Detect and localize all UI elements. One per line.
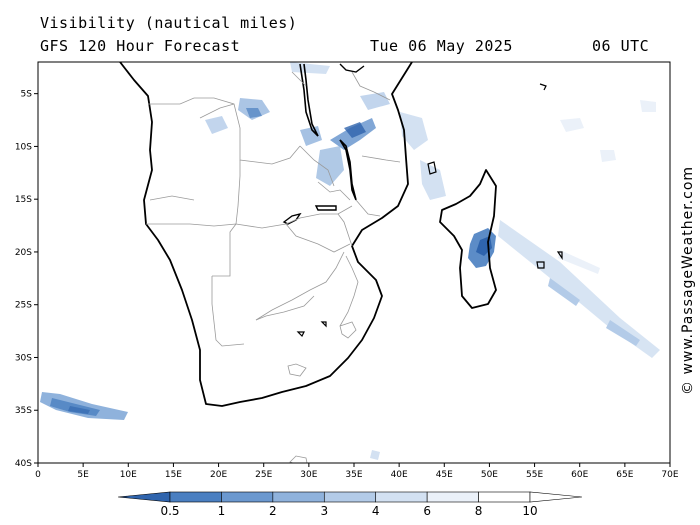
forecast-subtitle: GFS 120 Hour Forecast	[40, 37, 241, 55]
x-tick-label: 45E	[436, 470, 453, 480]
colorbar-label: 4	[372, 504, 380, 518]
x-tick-label: 10E	[120, 470, 137, 480]
x-tick-label: 5E	[77, 470, 89, 480]
y-tick-label: 15S	[15, 195, 32, 205]
x-tick-label: 30E	[300, 470, 317, 480]
x-tick-label: 20E	[210, 470, 227, 480]
x-tick-label: 70E	[661, 470, 678, 480]
map-title: Visibility (nautical miles)	[40, 14, 298, 32]
copyright-text: © www.PassageWeather.com	[680, 165, 696, 395]
x-tick-label: 25E	[255, 470, 272, 480]
forecast-date: Tue 06 May 2025	[370, 37, 513, 55]
colorbar-label: 1	[218, 504, 226, 518]
x-tick-label: 0	[35, 470, 41, 480]
y-tick-label: 25S	[15, 301, 32, 311]
x-tick-label: 50E	[481, 470, 498, 480]
y-tick-label: 20S	[15, 248, 32, 258]
y-tick-label: 30S	[15, 353, 32, 363]
x-tick-label: 15E	[165, 470, 182, 480]
x-tick-label: 65E	[616, 470, 633, 480]
x-axis: 0 5E 10E 15E 20E 25E 30E 35E 40E 45E 50E 55E 60E 65E 7…	[35, 463, 679, 480]
colorbar-label: 2	[269, 504, 277, 518]
x-tick-label: 60E	[571, 470, 588, 480]
colorbar-high-extension	[529, 491, 583, 503]
colorbar-label: 8	[475, 504, 483, 518]
colorbar-segment	[169, 491, 222, 503]
x-tick-label: 55E	[526, 470, 543, 480]
country-borders	[146, 71, 401, 463]
colorbar-label: 0.5	[160, 504, 179, 518]
forecast-time: 06 UTC	[592, 37, 650, 55]
colorbar-segment	[323, 491, 377, 503]
y-axis: 5S 10S 15S 20S 25S 30S 35S 40S	[15, 90, 38, 469]
colorbar-label: 10	[522, 504, 537, 518]
x-tick-label: 35E	[345, 470, 362, 480]
x-tick-label: 40E	[391, 470, 408, 480]
colorbar-label: 6	[423, 504, 431, 518]
colorbar-segment	[478, 491, 531, 503]
colorbar-label: 3	[320, 504, 328, 518]
colorbar-segment	[272, 491, 325, 503]
colorbar-segment	[426, 491, 479, 503]
y-tick-label: 40S	[15, 459, 32, 469]
colorbar-segment	[221, 491, 274, 503]
colorbar-segment	[375, 491, 428, 503]
colorbar-low-extension	[117, 491, 171, 503]
y-tick-label: 10S	[15, 142, 32, 152]
y-tick-label: 5S	[21, 90, 33, 100]
visibility-shading	[40, 62, 660, 460]
colorbar: 0.5 1 2 3 4 6 8 10	[117, 491, 583, 518]
y-tick-label: 35S	[15, 406, 32, 416]
